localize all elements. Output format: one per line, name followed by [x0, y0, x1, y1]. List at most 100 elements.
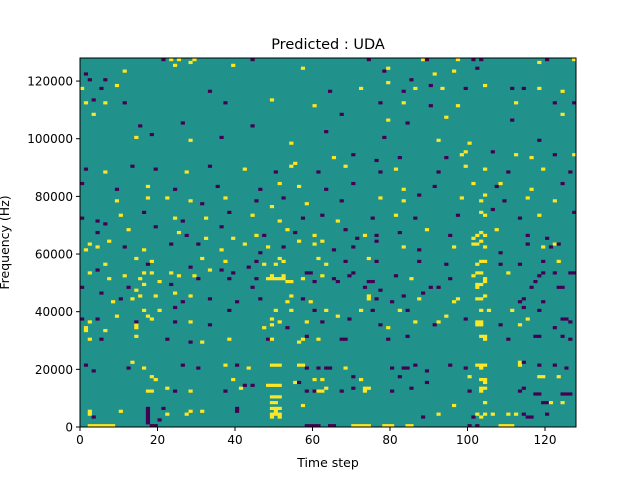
heatmap-cell	[510, 86, 515, 91]
heatmap-cell	[173, 305, 178, 310]
heatmap-cell	[541, 375, 546, 379]
heatmap-cell	[541, 271, 546, 275]
heatmap-cell	[560, 317, 565, 321]
heatmap-cell	[483, 213, 488, 217]
heatmap-cell	[560, 334, 565, 338]
heatmap-cell	[374, 259, 379, 263]
x-tick-label: 60	[305, 433, 320, 447]
heatmap-cell	[83, 248, 89, 252]
heatmap-cell	[483, 245, 488, 249]
heatmap-cell	[362, 285, 368, 289]
heatmap-cell	[258, 187, 263, 191]
heatmap-cell	[560, 112, 565, 116]
heatmap-cell	[486, 308, 492, 312]
heatmap-cell	[153, 167, 158, 171]
heatmap-cell	[118, 409, 123, 413]
heatmap-cell	[397, 375, 402, 379]
heatmap-cell	[517, 262, 523, 266]
heatmap-cell	[568, 320, 573, 324]
heatmap-cell	[304, 424, 309, 428]
heatmap-cell	[83, 101, 89, 105]
heatmap-cell	[560, 89, 565, 93]
heatmap-cell	[114, 83, 120, 88]
heatmap-cell	[556, 285, 561, 289]
heatmap-cell	[95, 230, 100, 235]
heatmap-cell	[269, 412, 275, 416]
heatmap-cell	[235, 409, 240, 413]
heatmap-cell	[149, 317, 154, 321]
heatmap-cell	[107, 424, 112, 428]
heatmap-cell	[227, 308, 232, 312]
heatmap-cell	[300, 403, 306, 408]
heatmap-cell	[351, 153, 356, 157]
heatmap-cell	[463, 317, 468, 321]
heatmap-cell	[312, 242, 317, 246]
heatmap-cell	[331, 248, 337, 252]
heatmap-cell	[173, 291, 178, 295]
heatmap-cell	[320, 377, 325, 382]
heatmap-cell	[459, 196, 464, 200]
heatmap-cell	[165, 386, 170, 390]
heatmap-cell	[188, 294, 193, 298]
heatmap-cell	[246, 366, 251, 370]
heatmap-cell	[479, 308, 484, 312]
heatmap-cell	[312, 424, 317, 428]
heatmap-cell	[436, 170, 441, 174]
heatmap-cell	[304, 366, 309, 370]
heatmap-cell	[95, 424, 100, 428]
heatmap-cell	[87, 271, 92, 275]
heatmap-cell	[277, 277, 282, 281]
heatmap-cell	[393, 167, 399, 171]
heatmap-cell	[281, 259, 286, 263]
heatmap-cell	[316, 256, 321, 261]
heatmap-cell	[293, 161, 298, 165]
heatmap-cell	[374, 233, 379, 238]
heatmap-cell	[91, 415, 96, 419]
heatmap-cell	[568, 170, 573, 174]
heatmap-cell	[262, 326, 267, 330]
heatmap-cell	[83, 328, 89, 333]
heatmap-cell	[304, 334, 309, 338]
heatmap-cell	[483, 279, 488, 284]
x-tick-label: 80	[382, 433, 397, 447]
heatmap-cell	[269, 205, 275, 209]
heatmap-cell	[149, 424, 154, 428]
heatmap-cell	[223, 389, 228, 393]
heatmap-cell	[552, 101, 557, 105]
heatmap-cell	[312, 104, 317, 108]
heatmap-cell	[316, 170, 321, 174]
heatmap-cell	[366, 58, 371, 62]
heatmap-cell	[475, 242, 480, 246]
heatmap-cell	[401, 187, 406, 191]
heatmap-cell	[192, 274, 197, 278]
heatmap-cell	[517, 323, 523, 327]
heatmap-cell	[343, 164, 348, 168]
heatmap-cell	[145, 409, 151, 413]
heatmap-cell	[556, 375, 561, 379]
heatmap-cell	[417, 297, 422, 301]
heatmap-cell	[351, 181, 356, 186]
heatmap-cell	[506, 170, 511, 174]
heatmap-cell	[498, 262, 503, 266]
heatmap-cell	[250, 383, 255, 387]
heatmap-cell	[80, 285, 85, 289]
heatmap-cell	[417, 248, 422, 252]
heatmap-cell	[324, 308, 329, 312]
heatmap-cell	[448, 233, 453, 238]
heatmap-cell	[537, 138, 542, 142]
heatmap-cell	[517, 216, 523, 220]
heatmap-cell	[300, 297, 306, 301]
heatmap-cell	[87, 337, 92, 341]
heatmap-cell	[269, 415, 275, 419]
heatmap-cell	[444, 314, 449, 318]
heatmap-cell	[483, 386, 488, 390]
heatmap-cell	[180, 363, 185, 367]
heatmap-cell	[138, 294, 143, 298]
heatmap-cell	[126, 228, 131, 232]
heatmap-cell	[173, 389, 178, 393]
heatmap-cell	[479, 199, 484, 203]
heatmap-cell	[343, 337, 348, 341]
heatmap-cell	[339, 199, 344, 203]
heatmap-cell	[483, 259, 488, 263]
heatmap-cell	[572, 271, 577, 275]
